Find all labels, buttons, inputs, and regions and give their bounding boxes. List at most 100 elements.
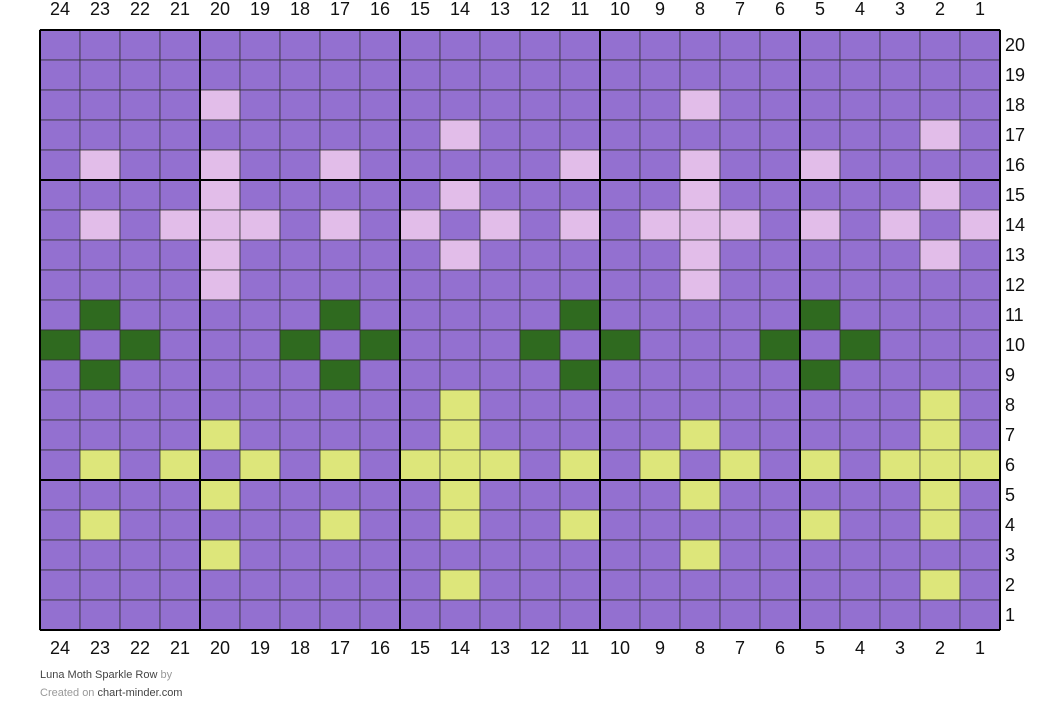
cell xyxy=(639,269,681,301)
cell xyxy=(359,389,401,421)
cell xyxy=(479,269,521,301)
cell xyxy=(519,239,561,271)
cell xyxy=(839,239,881,271)
cell xyxy=(599,59,641,91)
cell xyxy=(639,359,681,391)
cell xyxy=(439,539,481,571)
cell xyxy=(639,329,681,361)
cell xyxy=(279,359,321,391)
cell xyxy=(159,179,201,211)
cell xyxy=(679,329,721,361)
cell xyxy=(279,419,321,451)
cell xyxy=(279,599,321,631)
cell xyxy=(679,89,721,121)
cell xyxy=(159,419,201,451)
cell xyxy=(159,269,201,301)
column-label-top: 24 xyxy=(50,0,70,19)
column-label-bottom: 24 xyxy=(50,638,70,658)
cell xyxy=(959,599,1001,631)
row-label: 15 xyxy=(1005,185,1025,205)
cell xyxy=(839,389,881,421)
cell xyxy=(879,419,921,451)
site-link[interactable]: chart-minder.com xyxy=(98,687,183,699)
cell xyxy=(519,539,561,571)
cell xyxy=(159,569,201,601)
cell xyxy=(399,419,441,451)
cell xyxy=(799,329,841,361)
cell xyxy=(479,449,521,481)
cell xyxy=(839,29,881,61)
cell xyxy=(359,569,401,601)
cell xyxy=(199,29,241,61)
cell xyxy=(79,599,121,631)
cell xyxy=(519,89,561,121)
cell xyxy=(839,359,881,391)
cell xyxy=(119,599,161,631)
cell xyxy=(719,89,761,121)
cell xyxy=(559,209,601,241)
cell xyxy=(319,389,361,421)
cell xyxy=(679,419,721,451)
column-label-top: 17 xyxy=(330,0,350,19)
cell xyxy=(359,329,401,361)
cell xyxy=(39,419,81,451)
cell xyxy=(79,329,121,361)
cell xyxy=(879,599,921,631)
cell xyxy=(279,539,321,571)
cell xyxy=(79,389,121,421)
cell xyxy=(319,569,361,601)
cell xyxy=(39,449,81,481)
cell xyxy=(959,209,1001,241)
cell xyxy=(599,209,641,241)
column-label-bottom: 22 xyxy=(130,638,150,658)
column-label-bottom: 15 xyxy=(410,638,430,658)
cell xyxy=(719,569,761,601)
cell xyxy=(879,179,921,211)
cell xyxy=(319,509,361,541)
column-label-top: 14 xyxy=(450,0,470,19)
cell xyxy=(399,149,441,181)
cell xyxy=(759,149,801,181)
cell xyxy=(919,59,961,91)
cell xyxy=(879,389,921,421)
cell xyxy=(79,269,121,301)
cell xyxy=(439,509,481,541)
cell xyxy=(799,299,841,331)
cell xyxy=(239,179,281,211)
cell xyxy=(919,569,961,601)
column-label-bottom: 16 xyxy=(370,638,390,658)
row-label: 13 xyxy=(1005,245,1025,265)
cell xyxy=(639,449,681,481)
cell xyxy=(799,569,841,601)
cell xyxy=(759,209,801,241)
column-label-top: 1 xyxy=(975,0,985,19)
cell xyxy=(159,449,201,481)
cell xyxy=(519,599,561,631)
cell xyxy=(239,89,281,121)
cell xyxy=(79,209,121,241)
cell xyxy=(959,89,1001,121)
cell xyxy=(479,359,521,391)
cell xyxy=(839,299,881,331)
cell xyxy=(279,179,321,211)
row-label: 9 xyxy=(1005,365,1015,385)
cell xyxy=(799,599,841,631)
cell xyxy=(119,509,161,541)
cell xyxy=(159,299,201,331)
column-label-bottom: 17 xyxy=(330,638,350,658)
row-label: 12 xyxy=(1005,275,1025,295)
cell xyxy=(679,569,721,601)
cell xyxy=(799,449,841,481)
cell xyxy=(719,149,761,181)
cell xyxy=(759,179,801,211)
cell xyxy=(839,539,881,571)
cell xyxy=(679,209,721,241)
cell xyxy=(39,29,81,61)
cell xyxy=(759,539,801,571)
cell xyxy=(599,569,641,601)
cell xyxy=(239,359,281,391)
cell xyxy=(359,509,401,541)
cell xyxy=(159,149,201,181)
row-label: 19 xyxy=(1005,65,1025,85)
